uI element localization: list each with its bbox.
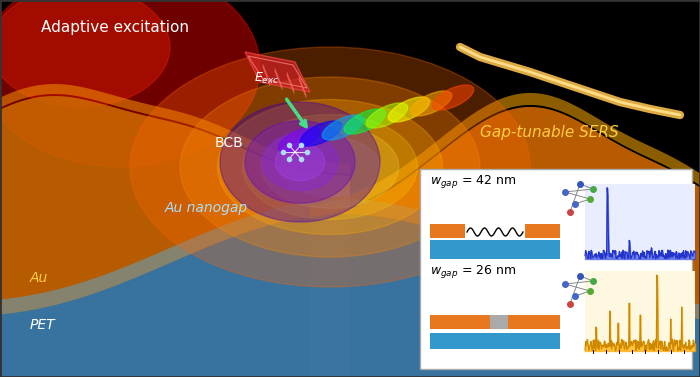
- Ellipse shape: [180, 77, 480, 257]
- Text: $w_{gap}$ = 26 nm: $w_{gap}$ = 26 nm: [430, 263, 517, 280]
- Polygon shape: [0, 84, 350, 174]
- Bar: [420, 169, 692, 369]
- Bar: [465, 224, 525, 239]
- Ellipse shape: [0, 0, 260, 167]
- Bar: [585, 184, 695, 259]
- Bar: [430, 224, 560, 238]
- Ellipse shape: [410, 91, 452, 116]
- Bar: [585, 271, 695, 351]
- Polygon shape: [310, 93, 700, 218]
- Ellipse shape: [344, 109, 386, 134]
- Ellipse shape: [366, 103, 407, 128]
- Text: Au: Au: [30, 271, 48, 285]
- Ellipse shape: [242, 115, 417, 219]
- Text: Adaptive excitation: Adaptive excitation: [41, 20, 189, 35]
- Text: PET: PET: [30, 318, 55, 332]
- Bar: [430, 315, 490, 329]
- Text: Au nanogap: Au nanogap: [165, 201, 248, 215]
- Polygon shape: [0, 214, 700, 377]
- Text: Gap-tunable SERS: Gap-tunable SERS: [480, 125, 619, 140]
- Ellipse shape: [280, 137, 380, 197]
- Bar: [430, 240, 560, 259]
- Polygon shape: [0, 96, 350, 377]
- Ellipse shape: [262, 133, 338, 190]
- Ellipse shape: [220, 102, 380, 222]
- Ellipse shape: [433, 85, 474, 110]
- Ellipse shape: [279, 127, 320, 152]
- Bar: [430, 333, 560, 349]
- Ellipse shape: [218, 100, 442, 234]
- Text: BCB: BCB: [215, 136, 244, 150]
- Ellipse shape: [261, 126, 399, 208]
- Polygon shape: [0, 199, 700, 319]
- Polygon shape: [310, 107, 700, 377]
- Ellipse shape: [300, 121, 342, 146]
- Bar: [490, 315, 508, 329]
- Bar: [508, 315, 560, 329]
- Ellipse shape: [389, 97, 430, 122]
- Ellipse shape: [245, 121, 355, 203]
- Ellipse shape: [0, 0, 170, 107]
- Polygon shape: [245, 52, 310, 92]
- Ellipse shape: [322, 115, 364, 140]
- Ellipse shape: [130, 47, 530, 287]
- Text: $w_{gap}$ = 42 nm: $w_{gap}$ = 42 nm: [430, 173, 517, 190]
- Ellipse shape: [275, 143, 325, 181]
- Text: $E_{exc}$: $E_{exc}$: [254, 71, 279, 86]
